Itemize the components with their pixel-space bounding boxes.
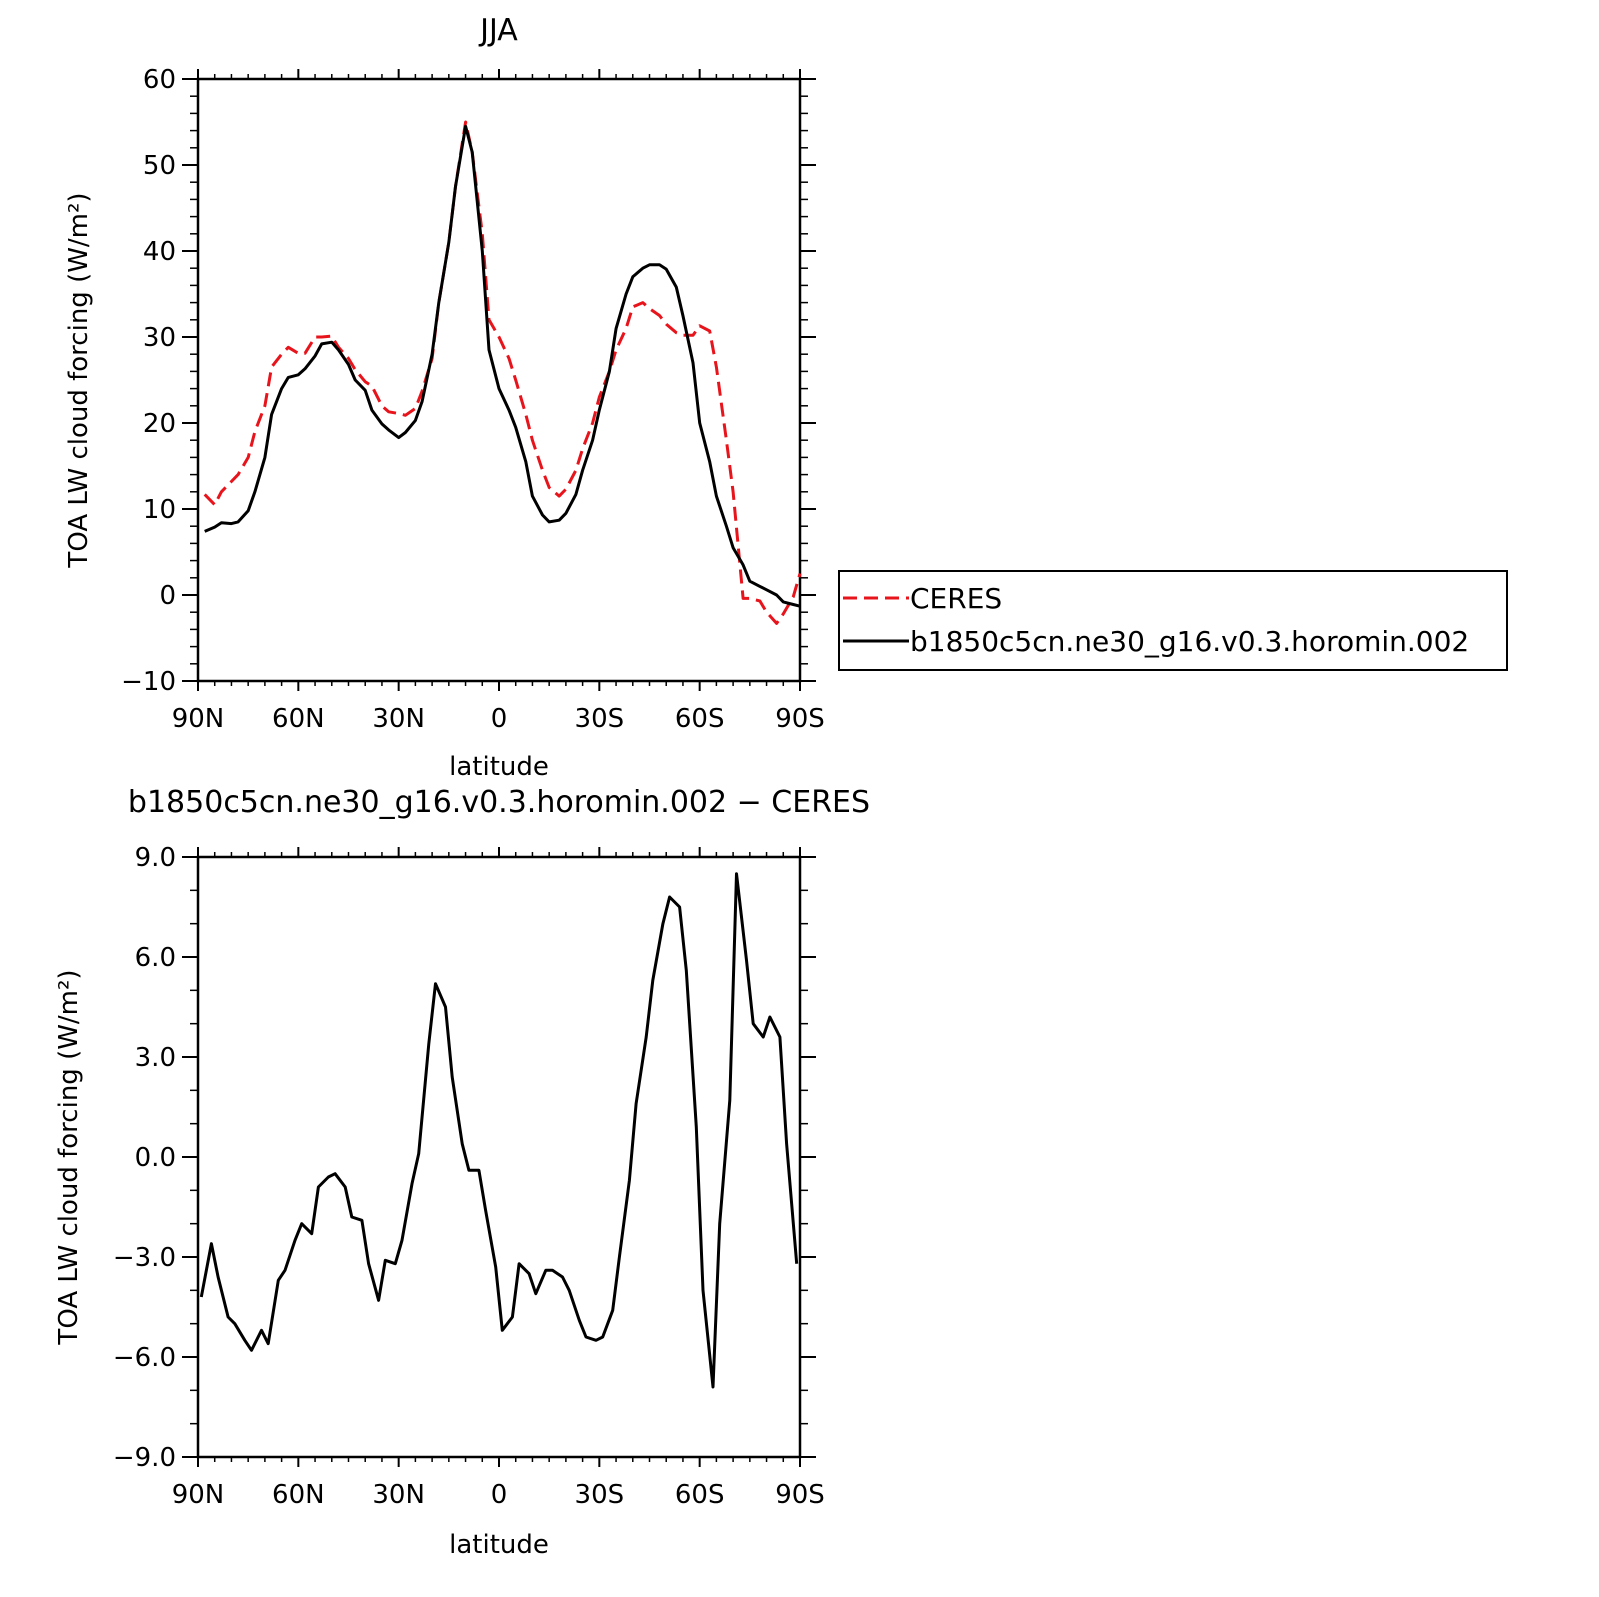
bottom-ytick-label: −6.0 xyxy=(113,1343,176,1373)
bottom-xtick-label: 90S xyxy=(775,1480,825,1510)
bottom-ytick-label: 6.0 xyxy=(135,943,176,973)
top-xtick-label: 60N xyxy=(272,704,325,734)
bottom-lines xyxy=(199,872,799,1389)
bottom-xtick-label: 60N xyxy=(272,1480,325,1510)
bottom-ylabel: TOA LW cloud forcing (W/m²) xyxy=(54,969,84,1345)
top-ytick-label: 60 xyxy=(143,65,176,95)
bottom-xtick-label: 60S xyxy=(675,1480,725,1510)
bottom-title: b1850c5cn.ne30_g16.v0.3.horomin.002 − CE… xyxy=(128,785,870,820)
top-ytick-label: 10 xyxy=(143,495,176,525)
top-panel: JJA 90N 60N 30N 0 30S 60S 90S−100102030405060 … xyxy=(64,13,825,782)
legend: CERES b1850c5cn.ne30_g16.v0.3.horomin.00… xyxy=(838,570,1508,671)
bottom-series-line-0 xyxy=(199,872,799,1389)
top-xtick-label: 30N xyxy=(372,704,425,734)
bottom-ytick-label: 9.0 xyxy=(135,843,176,873)
top-ytick-label: 0 xyxy=(159,581,176,611)
bottom-ytick-label: 3.0 xyxy=(135,1043,176,1073)
top-xtick-label: 0 xyxy=(491,704,508,734)
top-xtick-label: 60S xyxy=(675,704,725,734)
bottom-ytick-label: −9.0 xyxy=(113,1443,176,1473)
bottom-ytick-label: 0.0 xyxy=(135,1143,176,1173)
top-xtick-label: 30S xyxy=(575,704,625,734)
top-ticks: 90N 60N 30N 0 30S 60S 90S −10 0 10 20 30 40 50 60 xyxy=(121,65,825,734)
bottom-xtick-label: 90N xyxy=(172,1480,225,1510)
top-ytick-label: −10 xyxy=(121,667,176,697)
top-ytick-label: 40 xyxy=(143,237,176,267)
top-xtick-label: 90S xyxy=(775,704,825,734)
legend-label-ceres: CERES xyxy=(910,582,1002,615)
top-lines xyxy=(203,120,802,625)
bottom-ytick-label: −3.0 xyxy=(113,1243,176,1273)
bottom-xtick-label: 30N xyxy=(372,1480,425,1510)
top-ytick-label: 20 xyxy=(143,409,176,439)
top-ylabel: TOA LW cloud forcing (W/m²) xyxy=(64,192,94,568)
bottom-xtick-label: 30S xyxy=(575,1480,625,1510)
bottom-ticks: 90N 60N 30N 0 30S 60S 90S −9.0 −6.0 −3.0 0.0 3.0 6.0… xyxy=(113,843,825,1510)
top-title: JJA xyxy=(478,13,518,48)
top-series-line-0 xyxy=(203,120,802,625)
top-ytick-label: 50 xyxy=(143,151,176,181)
top-series-line-1 xyxy=(204,124,801,608)
legend-label-model: b1850c5cn.ne30_g16.v0.3.horomin.002 xyxy=(910,625,1469,658)
top-ytick-label: 30 xyxy=(143,323,176,353)
bottom-xtick-label: 0 xyxy=(491,1480,508,1510)
top-xtick-label: 90N xyxy=(172,704,225,734)
legend-box xyxy=(838,570,1508,671)
bottom-panel: b1850c5cn.ne30_g16.v0.3.horomin.002 − CE… xyxy=(54,785,870,1560)
bottom-xlabel: latitude xyxy=(449,1530,549,1560)
top-xlabel: latitude xyxy=(449,752,549,782)
